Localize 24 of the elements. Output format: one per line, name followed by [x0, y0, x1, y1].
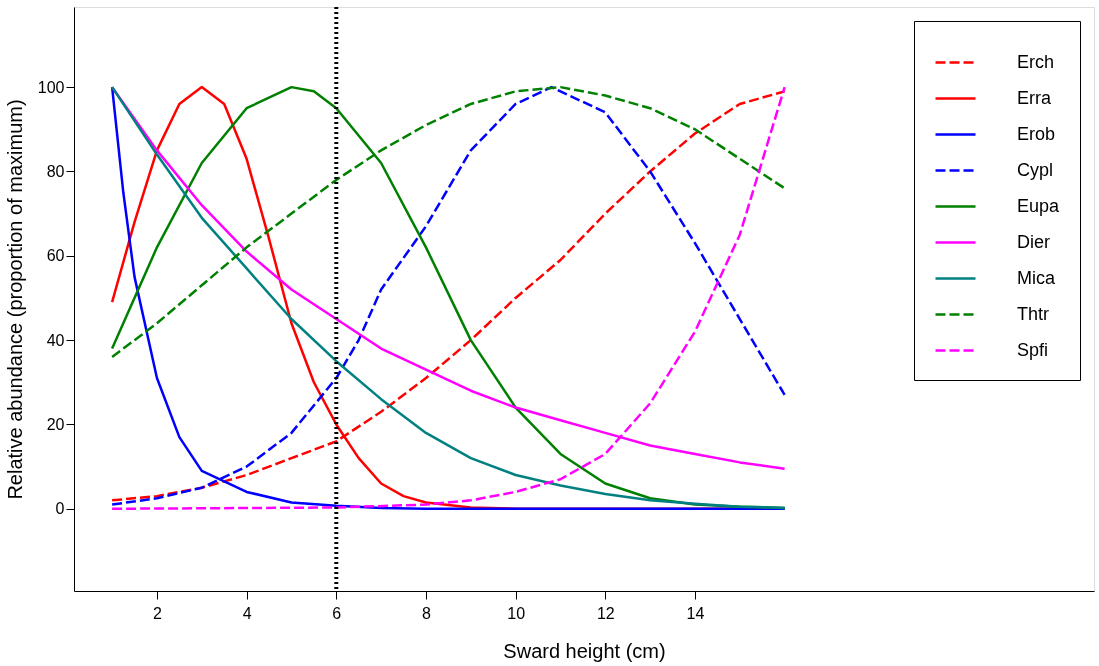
x-axis-title: Sward height (cm)	[503, 639, 666, 662]
y-axis-title: Relative abundance (proportion of maximum)	[3, 99, 26, 500]
x-tick-label: 12	[596, 604, 615, 622]
x-tick-label: 10	[507, 604, 526, 622]
legend-label: Dier	[1017, 231, 1051, 252]
y-tick-label: 0	[55, 500, 65, 518]
y-tick-label: 60	[46, 247, 65, 265]
x-tick-label: 14	[686, 604, 705, 622]
legend-label: Erch	[1017, 51, 1055, 72]
legend-label: Mica	[1017, 267, 1056, 288]
legend-label: Eupa	[1017, 195, 1061, 216]
y-tick-label: 80	[46, 162, 65, 180]
y-tick-label: 40	[46, 331, 65, 349]
x-tick-label: 8	[422, 604, 431, 622]
x-tick-label: 4	[242, 604, 252, 622]
legend-label: Erra	[1017, 87, 1052, 108]
y-tick-label: 100	[37, 78, 65, 96]
legend-label: Thtr	[1017, 303, 1050, 324]
x-tick-label: 6	[332, 604, 342, 622]
legend-label: Spfi	[1017, 339, 1049, 360]
legend-label: Erob	[1017, 123, 1056, 144]
x-tick-label: 2	[152, 604, 162, 622]
legend-label: Cypl	[1017, 159, 1054, 180]
y-tick-label: 20	[46, 415, 65, 433]
